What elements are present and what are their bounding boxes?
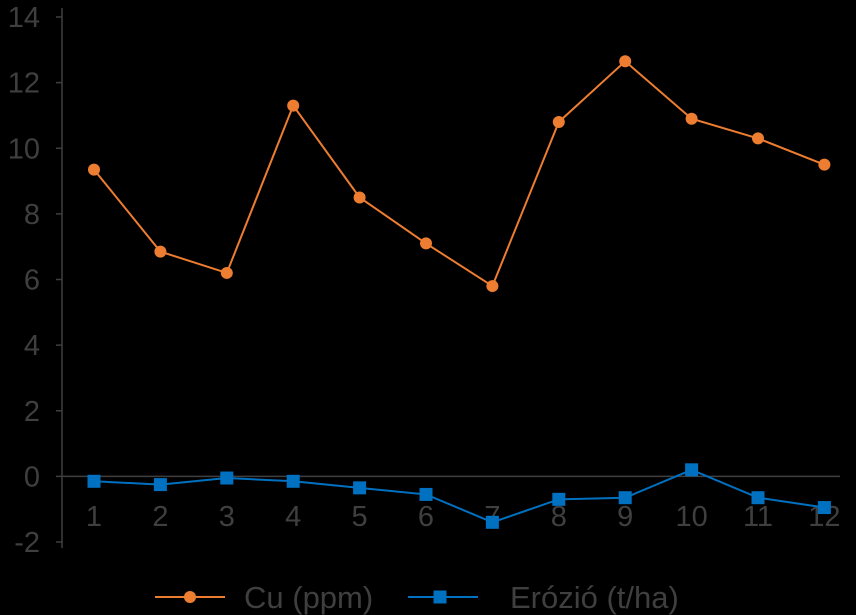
x-tick-label: 2 [152,501,168,533]
x-tick-label: 6 [418,501,434,533]
data-point [153,478,167,492]
data-point [685,463,699,477]
y-tick-label: 4 [24,330,40,362]
x-tick-label: 11 [743,501,773,533]
legend-label-1: Cu (ppm) [244,580,373,615]
data-point [619,55,632,68]
y-tick-label: -2 [14,527,40,559]
x-tick-label: 1 [86,501,102,533]
data-point [751,491,765,505]
chart-series [87,55,831,529]
x-tick-label: 4 [285,501,301,533]
y-tick-label: 14 [8,2,40,34]
data-point [685,112,698,125]
data-point [752,132,764,145]
data-point [287,99,300,112]
x-axis-ticks: 123456789101112 [86,501,841,533]
data-point [154,245,167,258]
chart-axes [61,8,840,548]
data-point [88,163,100,176]
data-point [353,191,366,204]
x-tick-label: 3 [219,501,235,533]
data-point [485,515,499,529]
x-tick-label: 10 [675,501,707,533]
chart-legend: Cu (ppm) Erózió (t/ha) [155,580,679,615]
data-point [618,491,632,505]
data-point [87,474,101,488]
legend-label-2: Erózió (t/ha) [510,580,679,615]
data-point [486,280,499,293]
legend-marker-1 [184,591,196,603]
series-line-1 [93,59,825,288]
y-tick-label: 8 [24,199,40,231]
data-point [420,237,432,250]
data-point [552,116,565,128]
data-point [220,471,234,485]
series-line-2 [93,468,825,524]
data-point [286,474,300,488]
data-point [817,501,831,515]
data-point [552,492,566,506]
y-tick-label: 2 [24,396,40,428]
data-point [220,266,233,279]
y-tick-label: 0 [24,461,40,493]
data-point [353,481,367,495]
x-tick-label: 8 [551,501,567,533]
y-tick-label: 12 [8,68,40,100]
x-tick-label: 5 [352,501,368,533]
legend-marker-2 [433,590,447,604]
y-tick-label: 6 [24,265,40,297]
y-axis-ticks: 14 12 10 8 6 4 2 0 -2 [8,2,62,559]
x-tick-label: 9 [617,501,633,533]
y-tick-label: 10 [8,133,40,165]
data-point [818,158,831,171]
data-point [419,487,433,501]
